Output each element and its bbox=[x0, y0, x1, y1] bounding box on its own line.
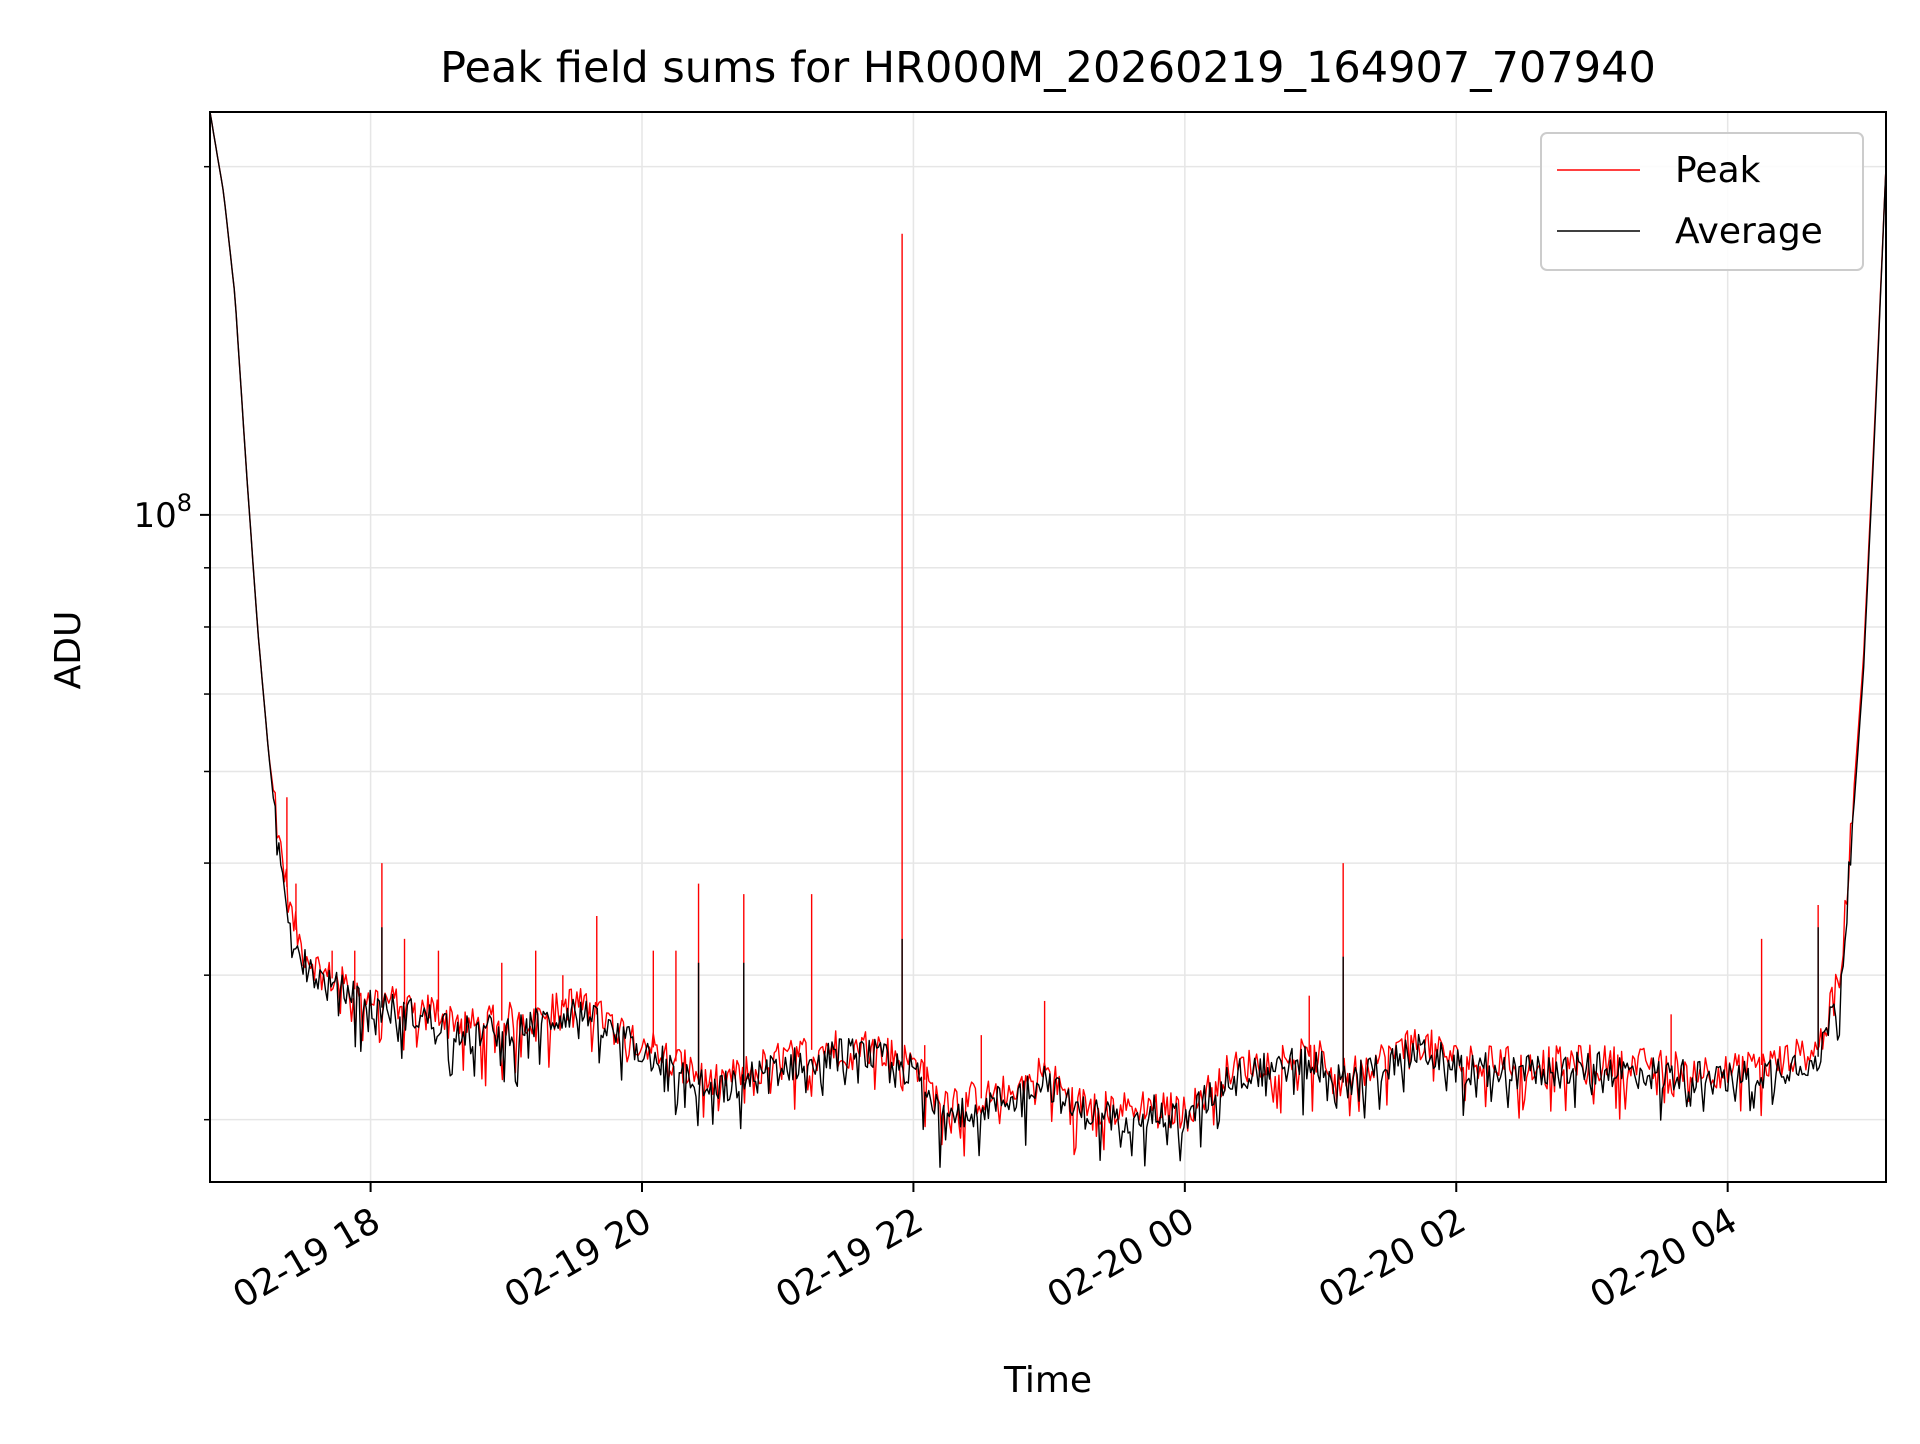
legend-frame bbox=[1540, 132, 1864, 271]
grid-lines bbox=[210, 112, 1886, 1182]
peak-series-line bbox=[209, 111, 1887, 1157]
y-axis-label: ADU bbox=[48, 611, 89, 690]
legend: Peak Average bbox=[1540, 132, 1864, 271]
chart-title: Peak field sums for HR000M_20260219_1649… bbox=[440, 43, 1656, 93]
average-series-line bbox=[209, 111, 1887, 1168]
legend-average-label: Average bbox=[1675, 211, 1823, 252]
y-tick-label: 108 bbox=[133, 489, 192, 536]
legend-peak-label: Peak bbox=[1675, 150, 1761, 191]
series-group bbox=[209, 111, 1887, 1168]
plot-frame bbox=[209, 111, 1887, 1183]
x-axis-label: Time bbox=[1003, 1360, 1092, 1401]
